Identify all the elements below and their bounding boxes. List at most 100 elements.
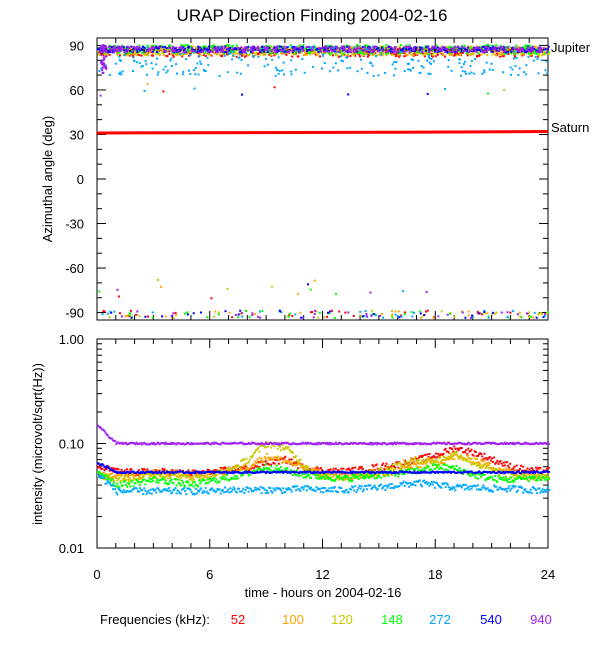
intensity-point <box>161 467 164 470</box>
angle-point <box>394 53 397 56</box>
intensity-point <box>344 478 347 481</box>
intensity-point <box>319 473 322 476</box>
angle-point <box>484 48 487 51</box>
angle-point <box>534 49 537 52</box>
intensity-point <box>417 456 420 459</box>
angle-point <box>241 93 244 96</box>
intensity-point <box>485 466 488 469</box>
intensity-point <box>337 477 340 480</box>
angle-point <box>306 50 309 53</box>
intensity-point <box>270 465 273 468</box>
angle-point <box>202 54 205 57</box>
intensity-point <box>156 487 159 490</box>
angle-point <box>498 52 501 55</box>
angle-point <box>406 54 409 57</box>
intensity-point <box>291 485 294 488</box>
angle-point <box>161 46 164 49</box>
intensity-point <box>101 476 104 479</box>
intensity-point <box>390 473 393 476</box>
angle-point <box>218 48 221 51</box>
intensity-point <box>105 478 108 481</box>
intensity-point <box>156 476 159 479</box>
intensity-point <box>338 470 341 473</box>
angle-point <box>156 73 159 76</box>
intensity-point <box>264 491 267 494</box>
angle-point <box>181 53 184 56</box>
angle-point <box>293 47 296 50</box>
intensity-point <box>226 470 229 473</box>
intensity-point <box>375 477 378 480</box>
intensity-point <box>305 468 308 471</box>
angle-point <box>100 67 103 70</box>
angle-point <box>137 49 140 52</box>
angle-point <box>522 71 525 74</box>
angle-point <box>349 49 352 52</box>
intensity-point <box>247 467 250 470</box>
angle-point <box>292 45 295 48</box>
angle-point <box>542 51 545 54</box>
intensity-point <box>493 456 496 459</box>
angle-point <box>447 59 450 62</box>
angle-point <box>186 311 189 314</box>
angle-point <box>443 46 446 49</box>
intensity-point <box>250 467 253 470</box>
intensity-point <box>369 475 372 478</box>
angle-point <box>338 51 341 54</box>
angle-point <box>399 44 402 47</box>
angle-point <box>301 316 304 319</box>
angle-point <box>262 47 265 50</box>
intensity-point <box>423 467 426 470</box>
intensity-point <box>172 481 175 484</box>
intensity-point <box>513 473 516 476</box>
intensity-point <box>368 469 371 472</box>
intensity-point <box>268 467 271 470</box>
intensity-point <box>97 474 99 477</box>
angle-point <box>322 53 325 56</box>
intensity-point <box>356 489 359 492</box>
intensity-point <box>431 455 434 458</box>
angle-point <box>293 51 296 54</box>
angle-point <box>197 45 200 48</box>
intensity-point <box>199 473 202 476</box>
angle-point <box>336 47 339 50</box>
angle-point <box>194 67 197 70</box>
intensity-point <box>335 475 338 478</box>
intensity-point <box>154 470 157 473</box>
intensity-point <box>401 464 404 467</box>
angle-point <box>215 53 218 56</box>
angle-point <box>257 46 260 49</box>
angle-point <box>271 58 274 61</box>
angle-point <box>275 52 278 55</box>
intensity-point <box>390 467 393 470</box>
angle-point <box>134 47 137 50</box>
angle-point <box>532 316 535 319</box>
angle-point <box>534 45 537 48</box>
intensity-point <box>443 456 446 459</box>
angle-point <box>347 93 350 96</box>
intensity-point <box>314 473 317 476</box>
angle-point <box>266 49 269 52</box>
intensity-point <box>325 475 328 478</box>
angle-point <box>302 44 305 47</box>
intensity-point <box>370 470 373 473</box>
angle-point <box>144 315 147 318</box>
angle-point <box>130 51 133 54</box>
intensity-point <box>494 469 497 472</box>
angle-point <box>175 49 178 52</box>
angle-point <box>106 49 109 52</box>
angle-point <box>371 52 374 55</box>
intensity-point <box>484 479 487 482</box>
angle-point <box>534 55 537 58</box>
angle-point <box>165 55 168 58</box>
angle-point <box>153 46 156 49</box>
angle-point <box>390 309 393 312</box>
intensity-point <box>388 465 391 468</box>
intensity-point <box>261 460 264 463</box>
intensity-point <box>332 467 335 470</box>
intensity-point <box>278 456 281 459</box>
intensity-point <box>325 474 328 477</box>
intensity-point <box>361 490 364 493</box>
angle-point <box>527 55 530 58</box>
angle-point <box>197 51 200 54</box>
angle-point <box>505 46 508 49</box>
